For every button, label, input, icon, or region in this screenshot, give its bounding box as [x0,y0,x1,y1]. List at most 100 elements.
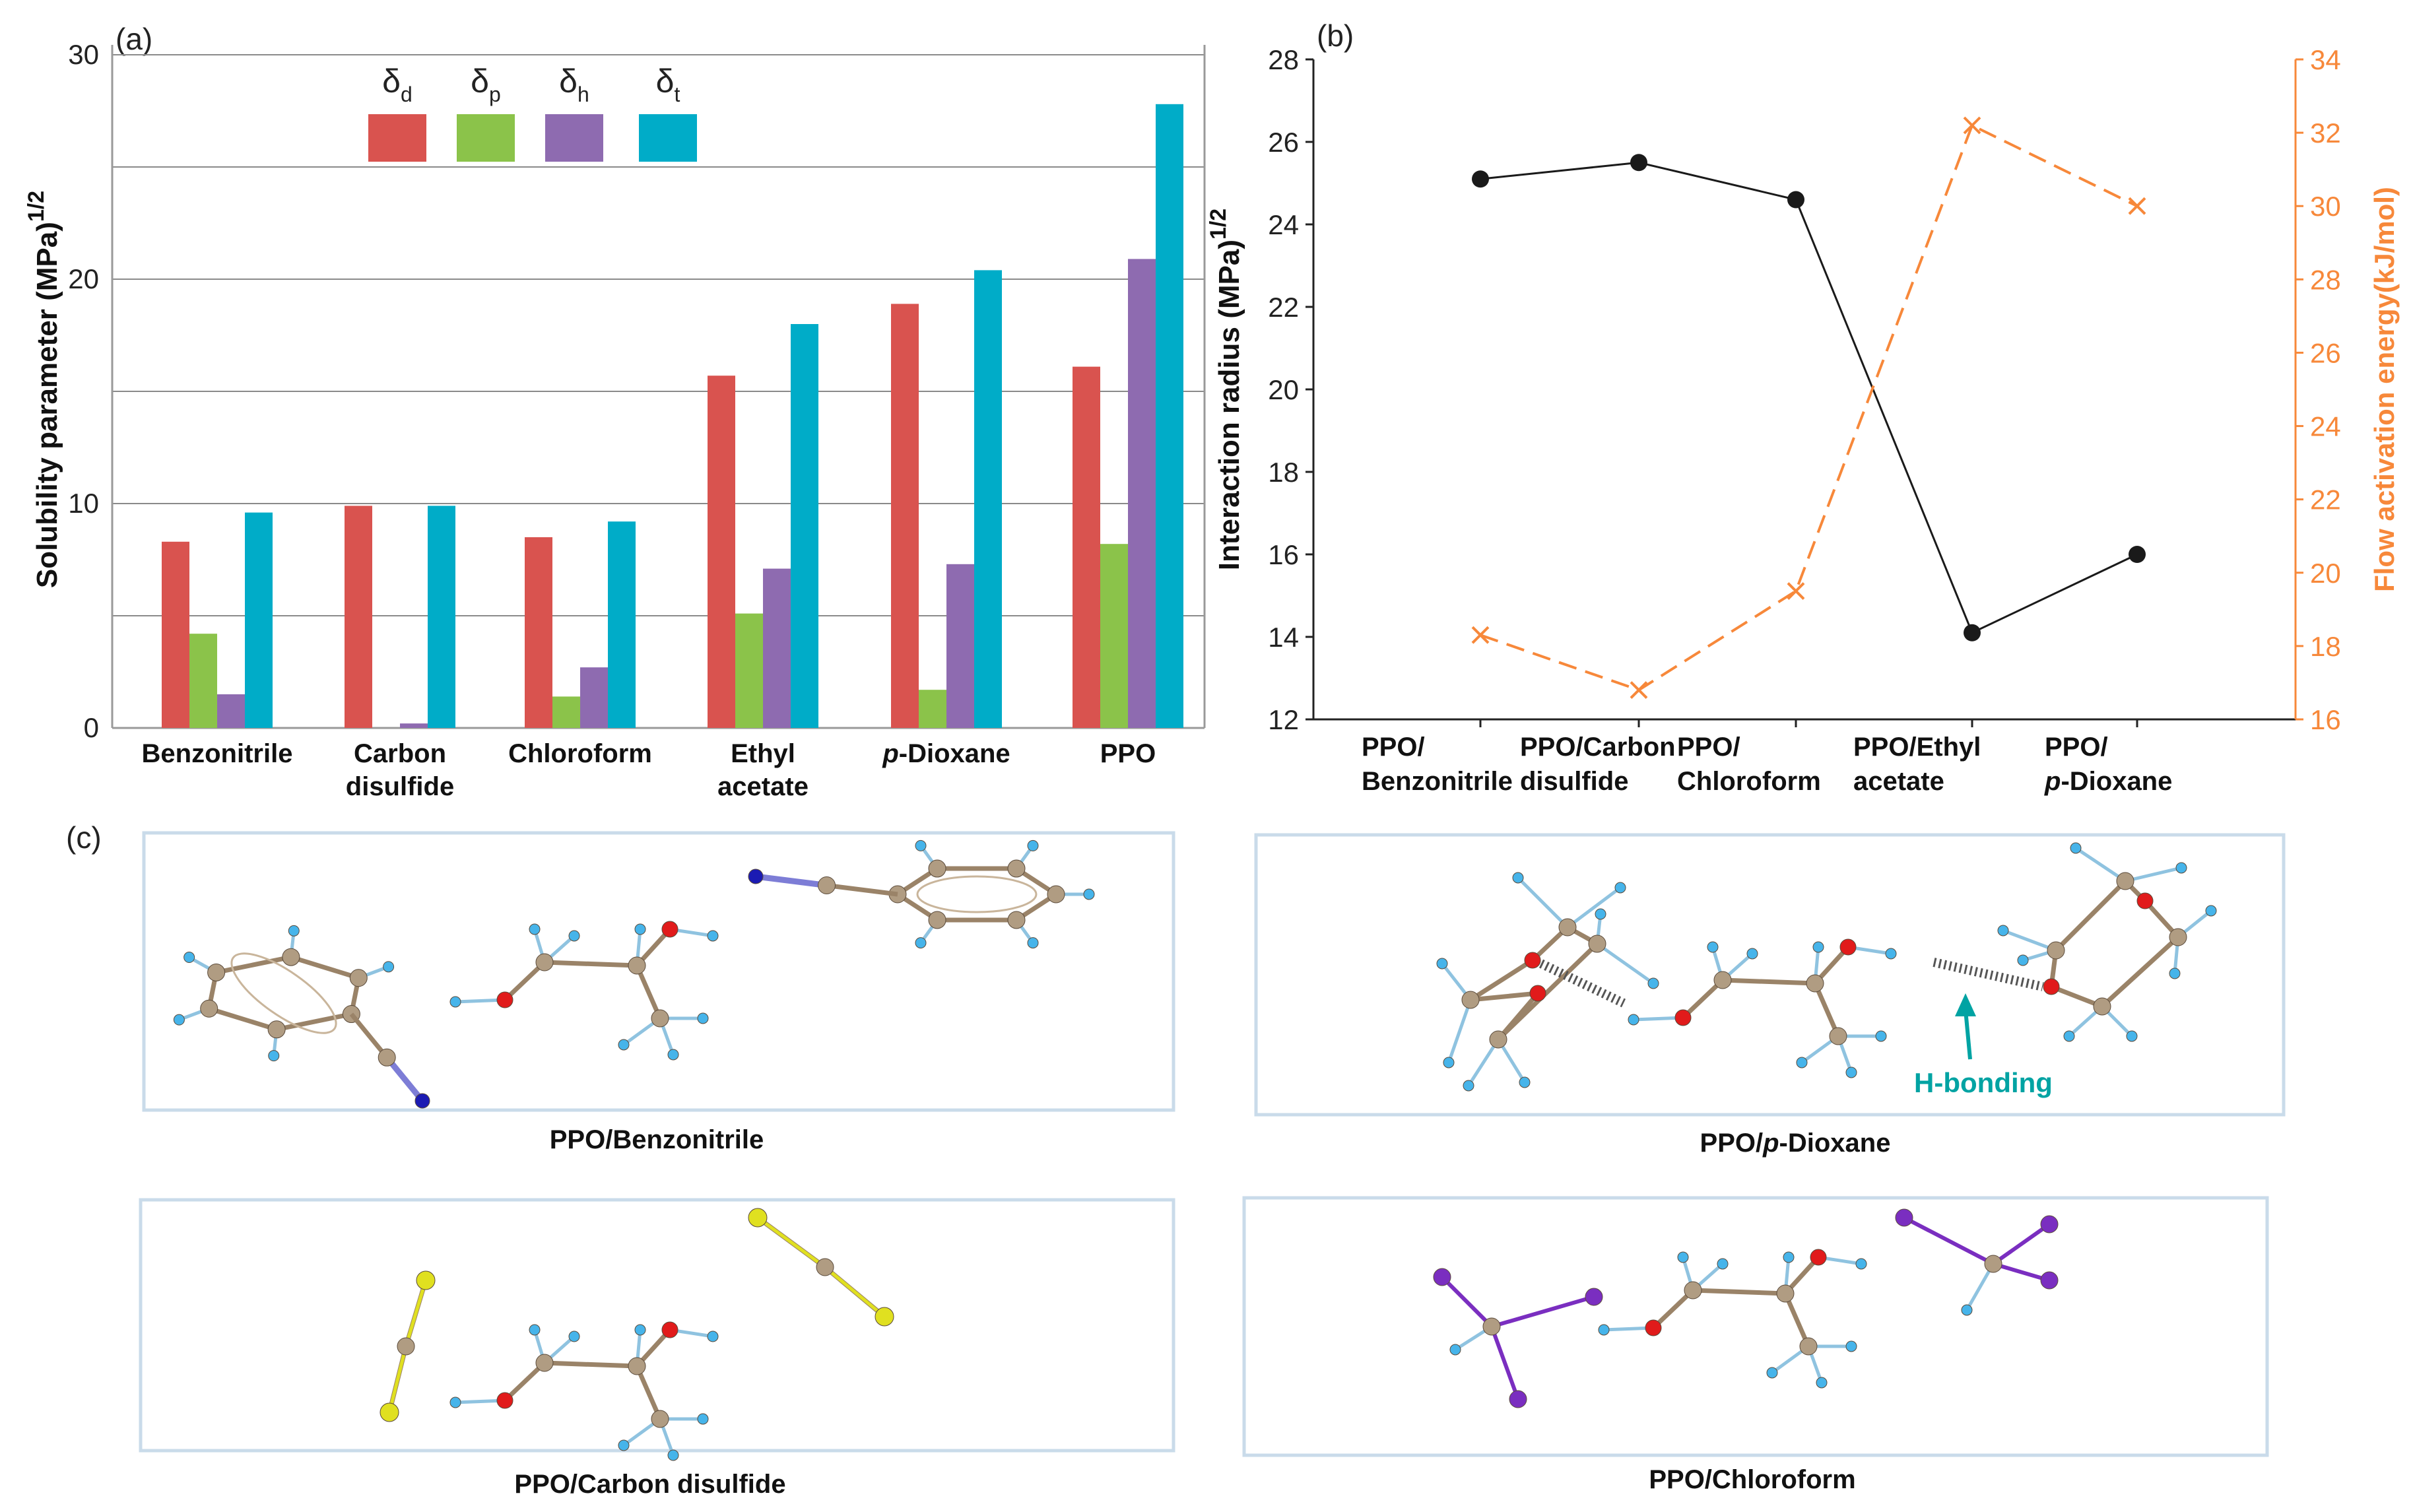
hydrogen-atom [667,1449,679,1461]
bond [1692,1288,1786,1296]
right-tick-label: 34 [2310,44,2341,75]
hydrogen-atom [1027,839,1039,851]
carbon-atom [1829,1027,1847,1045]
point-radius-0 [1472,170,1489,188]
hydrogen-atom [1766,1367,1778,1379]
carbon-atom [2093,997,2111,1016]
point-radius-1 [1630,154,1647,172]
x-category-line: PPO/ [1362,733,1425,762]
bar-p-2 [552,696,580,728]
iodine-atom [2040,1215,2059,1233]
left-axis-label-main: Interaction radius (MPa) [1213,240,1245,570]
h-bond-line [2074,846,2127,883]
molecule-frame-1 [1254,833,2286,1117]
iodine-atom [1509,1390,1527,1408]
carbon-atom [1461,991,1480,1009]
bond [1722,977,1816,986]
x-category-line: Benzonitrile [1362,767,1513,796]
hydrogen-atom [2126,1030,2138,1042]
x-category-line: acetate [717,772,809,801]
hydrogen-atom [1717,1258,1729,1270]
hydrogen-atom [1845,1340,1857,1352]
left-tick-label: 28 [1268,44,1299,75]
bond [1496,942,1599,1041]
hydrogen-atom [1816,1377,1828,1389]
h-bond-line [455,1398,506,1404]
hydrogen-atom [2017,954,2029,966]
legend-subscript: h [578,82,589,106]
y-tick-label: 10 [68,488,99,519]
carbon-atom [2169,928,2187,946]
legend-symbol: δ [471,63,489,100]
carbon-atom [1558,918,1577,937]
carbon-atom [207,963,226,981]
hydrogen-atom [1449,1344,1461,1356]
x-category-line: disulfide [346,772,454,801]
point-energy-0 [1471,626,1490,644]
carbon-atom [628,1357,646,1375]
sulfur-atom [380,1402,399,1422]
hydrogen-atom [529,923,541,935]
bar-h-5 [1128,259,1156,728]
left-tick-label: 16 [1268,539,1299,570]
hydrogen-atom [667,1049,679,1061]
h-bond-line [2125,866,2182,883]
hydrogen-atom [1628,1014,1639,1026]
h-bond-line [1566,886,1622,929]
right-tick-label: 22 [2310,484,2341,515]
left-tick-label: 24 [1268,209,1299,240]
oxygen-atom [661,1321,678,1338]
oxygen-atom [661,921,678,938]
left-tick-label: 12 [1268,704,1299,735]
carbon-atom [397,1337,415,1356]
hydrogen-atom [1512,872,1524,884]
iodine-atom [1585,1288,1603,1306]
bar-t-2 [608,521,636,728]
panel-a-bar-chart: (a) 0 10 20 30 Solubility parameter (MPa)1/2 B… [24,22,1206,801]
hydrogen-atom [1961,1304,1973,1316]
cs-bond-color [824,1266,886,1318]
carbon-atom [535,953,554,971]
right-tick-label: 26 [2310,337,2341,368]
legend-label-d: δd [382,63,413,106]
hydrogen-atom [697,1012,709,1024]
oxygen-atom [1810,1249,1827,1266]
hydrogen-atom [1595,908,1606,920]
caption-segment: PPO/ [1700,1129,1764,1158]
hydrogen-atom [1519,1076,1531,1088]
bond [208,1006,278,1032]
panel-b-label: (b) [1317,18,1354,53]
italic-p: p [2044,767,2061,796]
x-category-line: PPO [1100,739,1156,768]
c-halogen-bond [1992,1222,2051,1266]
hydrogen-atom [634,1324,646,1336]
carbon-atom [1489,1030,1507,1049]
left-tick-label: 20 [1268,374,1299,405]
sulfur-atom [748,1208,768,1228]
hydrogen-atom [288,925,300,937]
oxygen-atom [1645,1319,1662,1336]
cs-bond-color [404,1280,428,1347]
bond [2100,935,2180,1008]
hydrogen-atom [1083,888,1095,900]
carbon-atom [628,956,646,975]
hydrogen-atom [697,1413,709,1425]
left-axis-label: Interaction radius (MPa)1/2 [1206,209,1245,570]
right-axis-label: Flow activation energy(kJ/mol) [2369,187,2400,592]
c-halogen-bond [1440,1275,1494,1329]
carbon-atom [1588,935,1606,953]
x-category-label: PPO/Carbon disulfide [1520,733,1676,796]
carbon-atom [818,876,836,894]
iodine-atom [2040,1271,2059,1290]
carbon-atom [2047,941,2065,960]
bond [544,1360,638,1369]
bond [1812,982,1841,1037]
bond [503,960,546,1002]
point-energy-3 [1963,116,1981,135]
right-tick-label: 16 [2310,704,2341,735]
carbon-atom [267,1020,286,1039]
c-halogen-bond [1490,1325,1520,1400]
molecule-caption-1: PPO/p-Dioxane [1700,1129,1891,1158]
hydrogen-atom [634,923,646,935]
